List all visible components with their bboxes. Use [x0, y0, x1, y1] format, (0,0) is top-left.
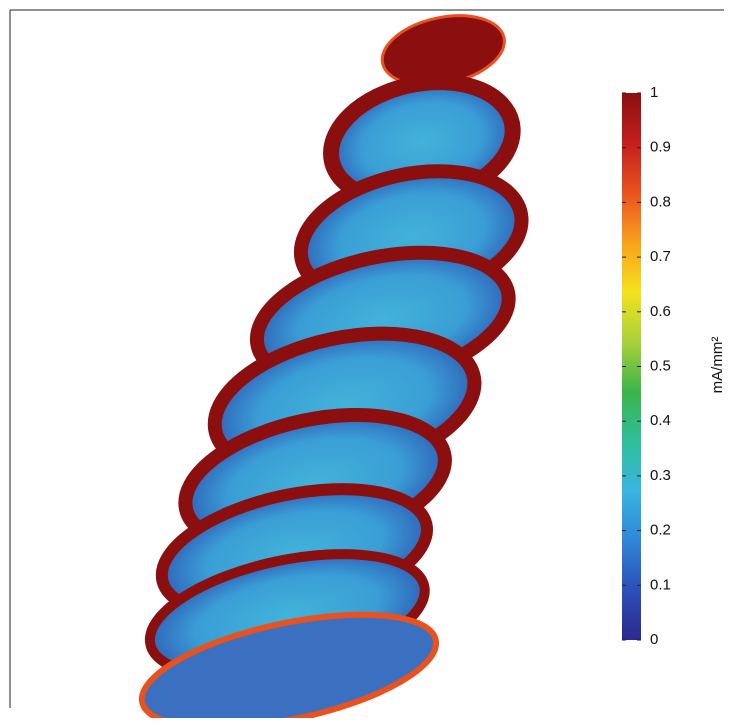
colorbar — [622, 93, 641, 640]
tick-label: 0.2 — [650, 522, 671, 539]
tick-label: 1 — [650, 84, 658, 101]
tick-label: 0.6 — [650, 303, 671, 320]
tick-label: 0.9 — [650, 139, 671, 156]
tick-label: 0.7 — [650, 248, 671, 265]
tick-label: 0 — [650, 631, 658, 648]
colorbar-label: mA/mm² — [709, 337, 726, 394]
tick-label: 0.4 — [650, 412, 671, 429]
tick-label: 0.8 — [650, 193, 671, 210]
tick-label: 0.3 — [650, 467, 671, 484]
tick-label: 0.1 — [650, 576, 671, 593]
tick-label: 0.5 — [650, 357, 671, 374]
slices — [138, 14, 529, 723]
